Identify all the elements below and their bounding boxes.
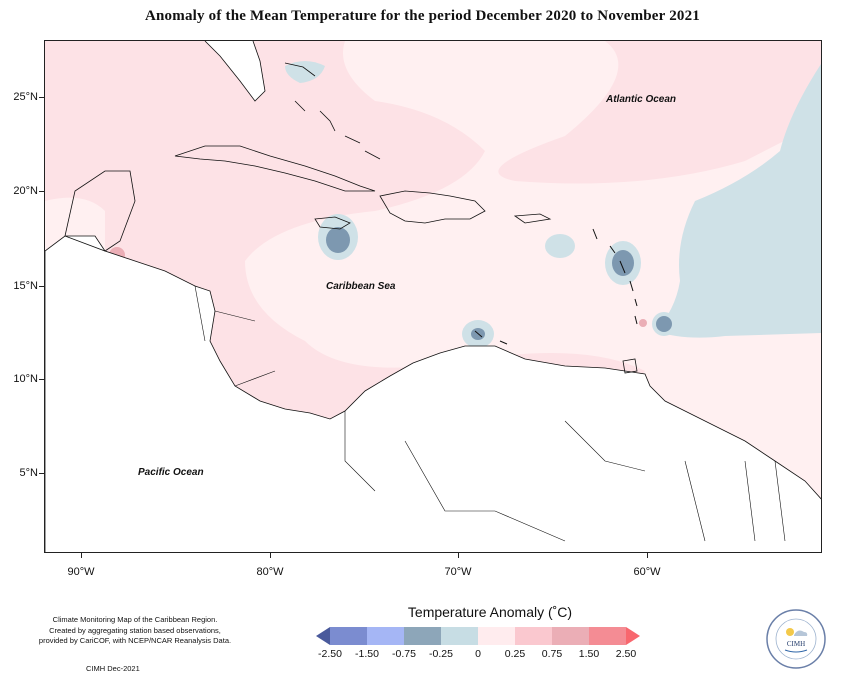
land-hispaniola bbox=[379, 190, 486, 224]
y-label-15n: 15°N bbox=[13, 280, 38, 292]
legend-tick-label: 0.25 bbox=[504, 648, 526, 660]
x-tick bbox=[458, 553, 459, 558]
legend-tick-label: -1.50 bbox=[355, 648, 379, 660]
legend-swatch bbox=[367, 627, 404, 645]
x-label-90w: 90°W bbox=[67, 566, 95, 578]
pacific-ocean-label: Pacific Ocean bbox=[138, 467, 204, 478]
y-tick bbox=[39, 97, 44, 98]
land-borders bbox=[194, 285, 786, 542]
credits-text: Climate Monitoring Map of the Caribbean … bbox=[30, 615, 240, 647]
wave-icon bbox=[784, 649, 808, 653]
legend-swatch bbox=[404, 627, 441, 645]
anomaly-map bbox=[45, 41, 821, 552]
credits-line: provided by CariCOF, with NCEP/NCAR Rean… bbox=[38, 636, 232, 645]
legend-tick-label: 1.50 bbox=[578, 648, 600, 660]
caribbean-sea-label: Caribbean Sea bbox=[326, 281, 396, 292]
map-title: Anomaly of the Mean Temperature for the … bbox=[144, 8, 701, 24]
y-label-5n: 5°N bbox=[19, 467, 38, 479]
land-puertorico bbox=[513, 213, 552, 224]
legend-tick-label: -0.75 bbox=[392, 648, 416, 660]
logo-inner-ring bbox=[775, 618, 817, 660]
land-yucatan bbox=[64, 170, 136, 252]
legend-tick-label: 0 bbox=[475, 648, 481, 660]
legend-swatch bbox=[515, 627, 552, 645]
negative-region-bahamas bbox=[285, 61, 325, 83]
y-tick bbox=[39, 286, 44, 287]
cloud-icon bbox=[794, 630, 808, 636]
land-bahamas bbox=[284, 62, 381, 160]
x-tick bbox=[81, 553, 82, 558]
land-jamaica bbox=[314, 216, 351, 230]
y-label-25n: 25°N bbox=[13, 91, 38, 103]
negative-region-atlantic bbox=[655, 64, 821, 338]
land-lesser-antilles bbox=[474, 228, 638, 345]
x-label-70w: 70°W bbox=[444, 566, 472, 578]
negative-spot-puertorico bbox=[545, 234, 575, 258]
negative-spot-guadeloupe-core bbox=[612, 250, 634, 276]
legend-swatch bbox=[478, 627, 515, 645]
legend-tick-label: 0.75 bbox=[541, 648, 563, 660]
legend-tick-label: -0.25 bbox=[429, 648, 453, 660]
land-central-south-america bbox=[45, 235, 821, 552]
y-label-10n: 10°N bbox=[13, 373, 38, 385]
x-tick bbox=[270, 553, 271, 558]
negative-spot-barbados-core bbox=[656, 316, 672, 332]
land-florida bbox=[204, 41, 266, 102]
legend-colorbar bbox=[316, 627, 640, 645]
land-cuba bbox=[174, 145, 376, 192]
legend-tick-label: -2.50 bbox=[318, 648, 342, 660]
y-label-20n: 20°N bbox=[13, 185, 38, 197]
sun-icon bbox=[786, 628, 794, 636]
cimh-logo: CIMH bbox=[766, 609, 826, 669]
credits-line: Climate Monitoring Map of the Caribbean … bbox=[52, 615, 218, 624]
legend-swatch bbox=[441, 627, 478, 645]
y-tick bbox=[39, 191, 44, 192]
legend-swatch bbox=[589, 627, 626, 645]
credits-date: CIMH Dec-2021 bbox=[86, 664, 140, 673]
legend-swatch bbox=[626, 627, 640, 645]
map-panel bbox=[44, 40, 822, 553]
positive-spot-trinidad bbox=[639, 319, 647, 327]
legend-tick-label: 2.50 bbox=[615, 648, 637, 660]
negative-spot-jamaica-core bbox=[326, 227, 350, 253]
credits-line: Created by aggregating station based obs… bbox=[49, 625, 221, 635]
y-tick bbox=[39, 473, 44, 474]
x-label-80w: 80°W bbox=[256, 566, 284, 578]
legend-title: Temperature Anomaly (˚C) bbox=[407, 604, 573, 620]
legend-swatch bbox=[330, 627, 367, 645]
logo-text: CIMH bbox=[787, 640, 805, 648]
y-tick bbox=[39, 379, 44, 380]
x-label-60w: 60°W bbox=[633, 566, 661, 578]
legend-swatch bbox=[316, 627, 330, 645]
atlantic-ocean-label: Atlantic Ocean bbox=[606, 94, 677, 105]
land-trinidad bbox=[622, 358, 638, 374]
legend-swatch bbox=[552, 627, 589, 645]
x-tick bbox=[647, 553, 648, 558]
